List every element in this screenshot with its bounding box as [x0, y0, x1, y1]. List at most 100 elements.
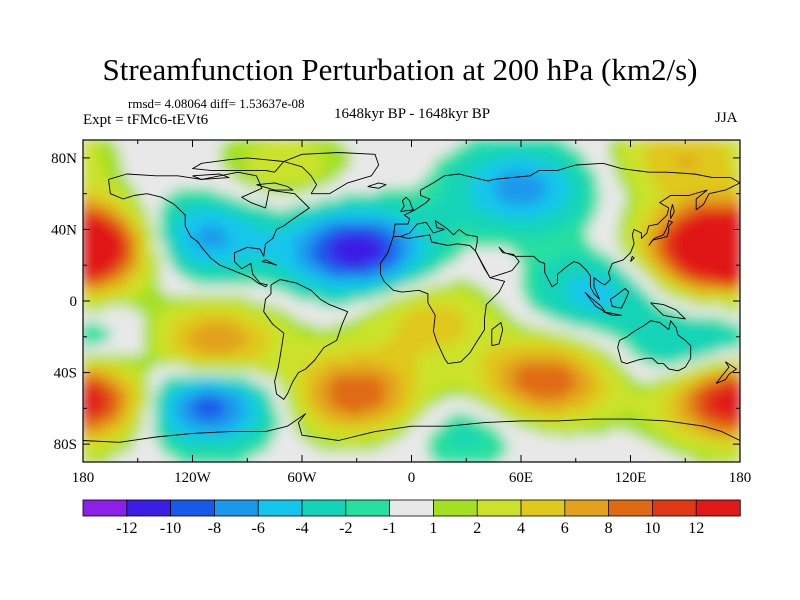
field-cell — [378, 236, 385, 243]
field-cell — [378, 279, 385, 286]
field-cell — [526, 166, 533, 173]
field-cell — [477, 440, 484, 447]
field-cell — [214, 419, 221, 426]
field-cell — [318, 349, 325, 356]
field-cell — [477, 327, 484, 334]
field-cell — [460, 365, 467, 372]
field-cell — [449, 327, 456, 334]
field-cell — [83, 156, 90, 163]
field-cell — [307, 349, 314, 356]
field-cell — [187, 456, 194, 462]
field-cell — [99, 188, 106, 195]
field-cell — [334, 204, 341, 211]
field-cell — [170, 193, 177, 200]
field-cell — [438, 306, 445, 313]
field-cell — [88, 354, 95, 361]
field-cell — [263, 365, 270, 372]
field-cell — [427, 429, 434, 436]
field-cell — [345, 274, 352, 281]
field-cell — [526, 225, 533, 232]
field-cell — [236, 161, 243, 168]
field-cell — [99, 370, 106, 377]
field-cell — [143, 419, 150, 426]
field-cell — [345, 349, 352, 356]
field-cell — [460, 236, 467, 243]
field-cell — [132, 445, 139, 452]
field-cell — [510, 145, 517, 152]
field-cell — [362, 429, 369, 436]
field-cell — [422, 435, 429, 442]
field-cell — [187, 413, 194, 420]
field-cell — [263, 376, 270, 383]
field-cell — [493, 182, 500, 189]
field-cell — [395, 215, 402, 222]
field-cell — [411, 225, 418, 232]
field-cell — [225, 263, 232, 270]
field-cell — [312, 419, 320, 426]
field-cell — [444, 284, 451, 291]
field-cell — [406, 161, 413, 168]
field-cell — [208, 435, 215, 442]
field-cell — [433, 435, 440, 442]
field-cell — [241, 215, 248, 222]
field-cell — [208, 199, 215, 205]
field-cell — [154, 279, 161, 286]
field-cell — [165, 354, 172, 361]
field-cell — [307, 274, 314, 281]
field-cell — [137, 456, 144, 462]
field-cell — [427, 279, 434, 286]
field-cell — [126, 381, 133, 388]
field-cell — [181, 360, 188, 366]
field-cell — [389, 424, 396, 431]
field-cell — [307, 290, 314, 297]
field-cell — [192, 424, 199, 431]
field-cell — [187, 338, 194, 345]
field-cell — [258, 188, 265, 195]
field-cell — [225, 209, 232, 216]
field-cell — [323, 268, 330, 275]
field-cell — [526, 295, 533, 302]
field-cell — [132, 354, 139, 361]
field-cell — [121, 193, 128, 200]
field-cell — [378, 360, 385, 366]
field-cell — [148, 145, 155, 152]
field-cell — [236, 445, 243, 452]
field-cell — [384, 440, 391, 447]
field-cell — [291, 150, 298, 157]
field-cell — [302, 236, 309, 243]
field-cell — [203, 177, 210, 184]
field-cell — [170, 295, 177, 302]
field-cell — [208, 177, 215, 184]
field-cell — [170, 247, 177, 254]
field-cell — [219, 215, 226, 222]
field-cell — [236, 424, 243, 431]
field-cell — [192, 365, 199, 372]
field-cell — [521, 225, 528, 232]
field-cell — [208, 274, 215, 281]
field-cell — [312, 338, 320, 345]
field-cell — [148, 376, 155, 383]
field-cell — [411, 193, 418, 200]
field-cell — [515, 327, 522, 334]
field-cell — [477, 376, 484, 383]
field-cell — [269, 231, 276, 238]
field-cell — [427, 445, 434, 452]
field-cell — [422, 231, 429, 238]
field-cell — [433, 161, 440, 168]
field-cell — [356, 408, 363, 415]
field-cell — [285, 429, 292, 436]
field-cell — [225, 451, 232, 458]
field-cell — [466, 327, 473, 334]
field-cell — [83, 209, 90, 216]
field-cell — [444, 327, 451, 334]
field-cell — [427, 435, 434, 442]
field-cell — [285, 338, 292, 345]
field-cell — [252, 322, 259, 329]
field-cell — [400, 333, 407, 340]
field-cell — [323, 161, 330, 168]
field-cell — [488, 220, 495, 227]
field-cell — [329, 381, 336, 388]
field-cell — [526, 322, 533, 329]
field-cell — [367, 365, 374, 372]
field-cell — [241, 199, 248, 205]
